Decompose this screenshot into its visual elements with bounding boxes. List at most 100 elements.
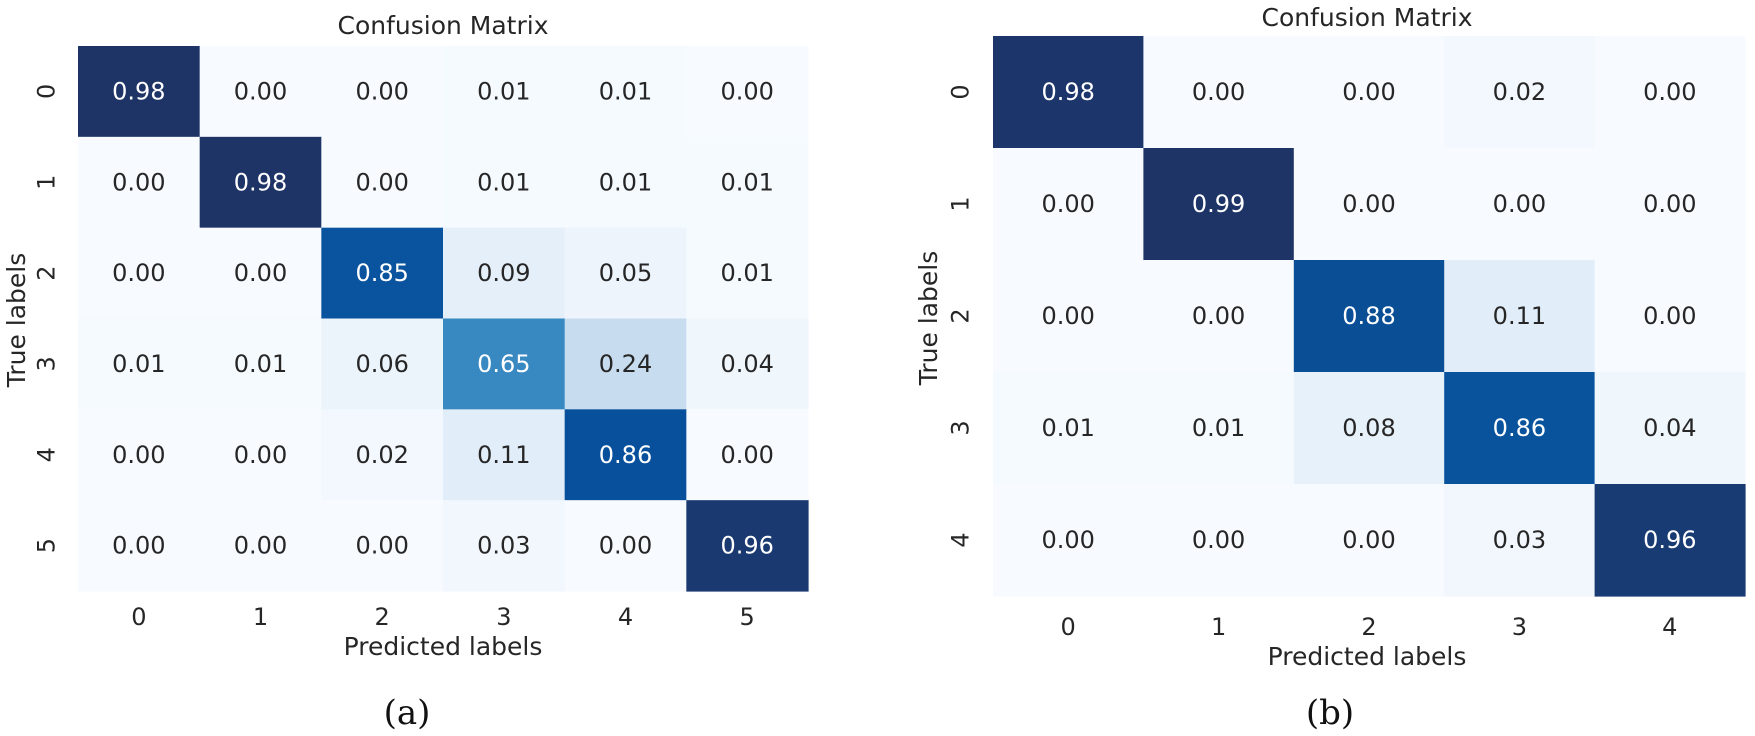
panel-a-cell-1-1 (199, 136, 322, 229)
panel-a-y-tick-3: 3 (32, 356, 60, 371)
panel-a-cell-label-5-5: 0.96 (720, 532, 773, 560)
panel-a-cell-label-0-4: 0.01 (599, 77, 652, 105)
panel-a-cell-1-2 (321, 136, 444, 229)
panel-b-heatmap: 0.98 0.00 0.00 0.02 0.00 0.00 0.99 0.00 0.00 0.00… (993, 36, 1746, 597)
panel-a-cell-label-4-1: 0.00 (234, 441, 287, 469)
panel-b-cell-3-2 (1293, 372, 1445, 485)
panel-a-cell-2-1 (199, 227, 322, 320)
panel-a-y-tick-5: 5 (32, 538, 60, 553)
panel-b-cell-label-2-0: 0.00 (1041, 302, 1094, 330)
panel-a-x-tick-2: 2 (375, 603, 390, 631)
panel-a-y-tick-4: 4 (32, 447, 60, 462)
panel-b-y-tick-3: 3 (946, 420, 974, 435)
panel-a-y-axis-label: True labels (2, 253, 31, 389)
panel-b-x-tick-0: 0 (1061, 613, 1076, 641)
panel-b-cell-label-3-0: 0.01 (1041, 414, 1094, 442)
panel-a-cell-label-3-2: 0.06 (355, 350, 408, 378)
panel-b-cell-3-3 (1444, 372, 1596, 485)
panel-a-cell-label-0-0: 0.98 (112, 77, 165, 105)
panel-a-cell-5-1 (199, 500, 322, 592)
panel-b-cell-1-3 (1444, 148, 1596, 261)
panel-a-cell-0-2 (321, 46, 444, 138)
panel-b-cell-label-4-4: 0.96 (1643, 526, 1696, 554)
panel-b-cell-0-0 (993, 36, 1144, 149)
panel-a-y-tick-2: 2 (32, 265, 60, 280)
panel-a-cell-1-5 (686, 136, 809, 229)
panel-a-y-ticks: 0 1 2 3 4 5 (32, 84, 60, 553)
panel-a-x-tick-5: 5 (740, 603, 755, 631)
panel-a-cell-1-4 (564, 136, 687, 229)
panel-a-cell-1-3 (443, 136, 566, 229)
panel-b-cell-4-0 (993, 484, 1144, 597)
panel-a-cell-2-3 (443, 227, 566, 320)
panel-a-cell-1-0 (78, 136, 201, 229)
panel-a-cell-label-3-4: 0.24 (599, 350, 652, 378)
panel-b-y-tick-4: 4 (946, 532, 974, 547)
panel-a-cell-0-3 (443, 46, 566, 138)
panel-b-cell-label-0-1: 0.00 (1192, 78, 1245, 106)
panel-b-cell-3-0 (993, 372, 1144, 485)
panel-a-cell-label-0-5: 0.00 (720, 77, 773, 105)
panel-a-cell-label-4-5: 0.00 (720, 441, 773, 469)
panel-b-x-tick-3: 3 (1512, 613, 1527, 641)
panel-a-cell-label-1-4: 0.01 (599, 168, 652, 196)
panel-b-y-tick-1: 1 (946, 196, 974, 211)
panel-a-cell-4-4 (564, 409, 687, 501)
panel-a-cell-5-4 (564, 500, 687, 592)
panel-a-cell-label-2-4: 0.05 (599, 259, 652, 287)
panel-a-cell-label-3-3: 0.65 (477, 350, 530, 378)
panel-a-cell-label-4-0: 0.00 (112, 441, 165, 469)
panel-a-title: Confusion Matrix (337, 11, 548, 40)
panel-a-cell-2-0 (78, 227, 201, 320)
panel-b-cell-label-4-1: 0.00 (1192, 526, 1245, 554)
panel-a-cell-3-5 (686, 318, 809, 410)
panel-a-heatmap: 0.98 0.00 0.00 0.01 0.01 0.00 0.00 0.98 0.00 0.01… (78, 46, 809, 592)
panel-b-cell-1-2 (1293, 148, 1445, 261)
panel-b-cell-3-1 (1143, 372, 1295, 485)
panel-b-y-tick-2: 2 (946, 308, 974, 323)
panel-b-cell-1-4 (1594, 148, 1746, 261)
panel-b-cell-label-1-1: 0.99 (1192, 190, 1245, 218)
panel-a-cell-label-1-1: 0.98 (234, 168, 287, 196)
panel-a-cell-label-3-0: 0.01 (112, 350, 165, 378)
panel-a-caption: (a) (384, 693, 431, 733)
panel-b-cell-3-4 (1594, 372, 1746, 485)
panel-a-y-tick-1: 1 (32, 175, 60, 190)
panel-a-cell-0-1 (199, 46, 322, 138)
panel-a-cell-label-0-1: 0.00 (234, 77, 287, 105)
panel-a-x-tick-3: 3 (496, 603, 511, 631)
panel-b-cell-label-4-2: 0.00 (1342, 526, 1395, 554)
panel-a-cell-3-2 (321, 318, 444, 410)
panel-a-cell-label-5-3: 0.03 (477, 532, 530, 560)
panel-a-cell-4-3 (443, 409, 566, 501)
panel-b-cell-1-0 (993, 148, 1144, 261)
panel-b-cell-label-1-3: 0.00 (1493, 190, 1546, 218)
panel-a-cell-label-5-4: 0.00 (599, 532, 652, 560)
panel-a-cell-label-1-2: 0.00 (355, 168, 408, 196)
panel-a-cell-label-4-3: 0.11 (477, 441, 530, 469)
panel-a-cell-3-1 (199, 318, 322, 410)
panel-a-cell-label-1-3: 0.01 (477, 168, 530, 196)
panel-b-cell-label-2-1: 0.00 (1192, 302, 1245, 330)
panel-a-cell-label-2-5: 0.01 (720, 259, 773, 287)
panel-a-cell-label-2-3: 0.09 (477, 259, 530, 287)
panel-a-cell-label-5-0: 0.00 (112, 532, 165, 560)
panel-b-cell-4-3 (1444, 484, 1596, 597)
panel-a-cell-label-3-1: 0.01 (234, 350, 287, 378)
panel-b-cell-label-0-2: 0.00 (1342, 78, 1395, 106)
panel-a-y-tick-0: 0 (32, 84, 60, 99)
panel-a-cell-0-0 (78, 46, 201, 138)
panel-a-x-tick-0: 0 (131, 603, 146, 631)
panel-a-cell-label-3-5: 0.04 (720, 350, 773, 378)
panel-a-cell-4-5 (686, 409, 809, 501)
panel-a-x-tick-4: 4 (618, 603, 633, 631)
panel-b-x-axis-label: Predicted labels (1268, 642, 1467, 671)
panel-b-title: Confusion Matrix (1261, 3, 1472, 32)
confusion-matrix-panel-b: Confusion Matrix 0.98 0.00 0.00 0.02 0.00 0.0… (914, 3, 1746, 733)
panel-a-cell-label-1-5: 0.01 (720, 168, 773, 196)
panel-b-cell-2-0 (993, 260, 1144, 373)
panel-b-y-ticks: 0 1 2 3 4 (946, 84, 974, 547)
panel-a-x-tick-1: 1 (253, 603, 268, 631)
panel-b-cell-label-4-3: 0.03 (1493, 526, 1546, 554)
